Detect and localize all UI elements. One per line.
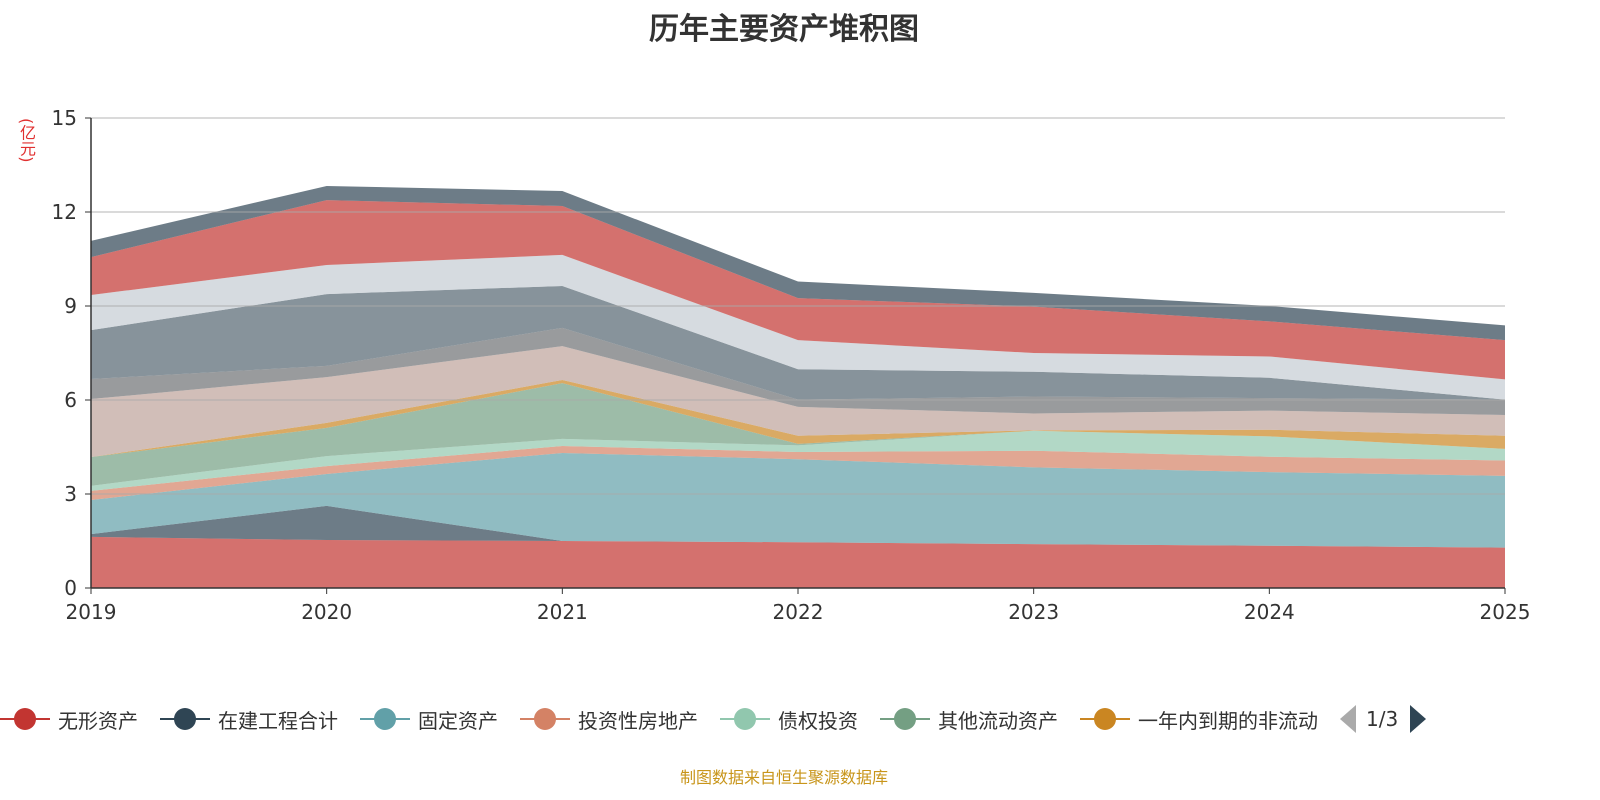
area-series-3	[91, 446, 1505, 500]
area-series-9	[91, 285, 1505, 400]
legend-item[interactable]: 无形资产	[0, 705, 138, 734]
x-tick-label: 2019	[66, 600, 117, 624]
x-tick-label: 2025	[1480, 600, 1531, 624]
y-tick-label: 3	[64, 482, 77, 506]
area-series-0	[91, 536, 1505, 588]
area-series-5	[91, 383, 1505, 486]
legend-label: 投资性房地产	[578, 708, 698, 733]
y-axis-unit: (亿元)	[17, 118, 36, 163]
legend-prev-arrow-icon[interactable]	[1340, 705, 1356, 733]
legend-label: 固定资产	[418, 708, 498, 733]
legend-label: 其他流动资产	[938, 708, 1058, 733]
legend-label: 一年内到期的非流动	[1138, 708, 1318, 733]
legend-item[interactable]: 投资性房地产	[520, 705, 698, 734]
y-tick-label: 9	[64, 294, 77, 318]
x-tick-label: 2022	[773, 600, 824, 624]
area-series-6	[91, 379, 1505, 458]
area-series-1	[91, 505, 1505, 548]
x-tick-label: 2024	[1244, 600, 1295, 624]
legend-marker-icon	[160, 706, 210, 732]
legend-item[interactable]: 其他流动资产	[880, 705, 1058, 734]
area-series-12	[91, 185, 1505, 341]
legend-label: 债权投资	[778, 708, 858, 733]
y-tick-label: 12	[52, 200, 77, 224]
y-tick-label: 6	[64, 388, 77, 412]
area-series-11	[91, 200, 1505, 380]
legend-item[interactable]: 固定资产	[360, 705, 498, 734]
x-tick-label: 2023	[1008, 600, 1059, 624]
legend-marker-icon	[520, 706, 570, 732]
area-series-4	[91, 430, 1505, 491]
legend-marker-icon	[360, 706, 410, 732]
area-series-10	[91, 254, 1505, 400]
legend-page-indicator: 1/3	[1366, 707, 1399, 731]
x-tick-label: 2021	[537, 600, 588, 624]
data-source-note: 制图数据来自恒生聚源数据库	[679, 768, 888, 787]
x-tick-label: 2020	[301, 600, 352, 624]
legend-pager: 1/3	[1340, 705, 1427, 733]
legend-next-arrow-icon[interactable]	[1410, 705, 1427, 733]
stacked-area-chart: 0 3 6 9 12 15 2019 2020 2021 2022 2023 2024 2025	[52, 106, 1531, 624]
legend-item[interactable]: 在建工程合计	[160, 705, 338, 734]
legend-label: 在建工程合计	[218, 708, 338, 733]
y-tick-label: 0	[64, 576, 77, 600]
area-series-7	[91, 346, 1505, 458]
legend-label: 无形资产	[58, 708, 138, 733]
legend-marker-icon	[0, 706, 50, 732]
chart-title: 历年主要资产堆积图	[649, 12, 919, 47]
area-series-2	[91, 452, 1505, 548]
legend: 无形资产 在建工程合计 固定资产 投资性房地产 债权投资 其他流动资产 一年内到期的非流动 …	[0, 703, 1427, 735]
legend-marker-icon	[880, 706, 930, 732]
legend-item[interactable]: 债权投资	[720, 705, 858, 734]
legend-marker-icon	[720, 706, 770, 732]
area-series-8	[91, 327, 1505, 416]
legend-marker-icon	[1080, 706, 1130, 732]
legend-item[interactable]: 一年内到期的非流动	[1080, 705, 1318, 734]
y-tick-label: 15	[52, 106, 77, 130]
